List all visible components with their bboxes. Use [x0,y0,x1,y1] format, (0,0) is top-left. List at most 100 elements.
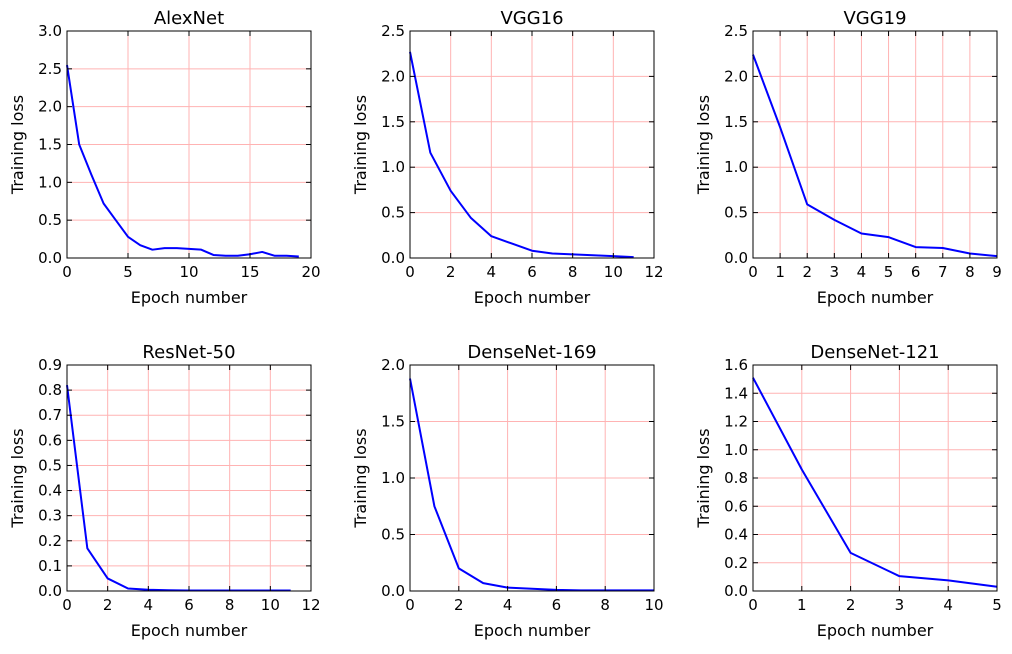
x-tick-label: 12 [644,263,663,281]
y-tick-label: 0.4 [38,482,62,500]
x-tick-label: 2 [802,263,812,281]
y-tick-label: 0.3 [38,507,62,525]
y-tick-label: 2.5 [381,22,405,40]
x-tick-label: 0 [62,263,72,281]
x-tick-label: 8 [965,263,975,281]
y-tick-label: 0.5 [381,526,405,544]
y-tick-label: 2.5 [38,60,62,78]
x-tick-label: 4 [503,596,513,614]
y-tick-label: 0.7 [38,406,62,424]
x-tick-label: 3 [895,596,905,614]
y-tick-label: 0.5 [38,211,62,229]
x-tick-label: 15 [240,263,259,281]
y-tick-label: 1.4 [724,384,748,402]
y-tick-label: 1.0 [724,158,748,176]
y-tick-label: 1.6 [724,356,748,374]
y-tick-label: 0.0 [724,582,748,600]
x-tick-label: 0 [748,263,758,281]
y-tick-label: 0.2 [38,532,62,550]
y-tick-label: 0.4 [724,526,748,544]
y-tick-label: 0.6 [724,497,748,515]
y-tick-label: 0.5 [38,456,62,474]
x-tick-label: 6 [911,263,921,281]
x-tick-label: 8 [568,263,578,281]
x-tick-label: 1 [775,263,785,281]
subplot-1: 0 5 10 15 20 0.0 0.5 1.0 1.5 2.0 2.5 3.0 AlexNet Epoc… [8,8,321,307]
series-line [409,378,654,592]
y-tick-label: 0.5 [724,204,748,222]
x-tick-label: 10 [644,596,663,614]
x-axis-label: Epoch number [131,621,248,640]
x-axis-label: Epoch number [817,621,934,640]
x-axis-label: Epoch number [131,288,248,307]
y-axis-label: Training loss [8,428,27,528]
y-tick-label: 0.8 [38,381,62,399]
x-tick-label: 4 [943,596,953,614]
x-axis-label: Epoch number [474,288,591,307]
x-tick-label: 10 [261,596,280,614]
x-tick-label: 0 [405,596,415,614]
x-tick-label: 0 [748,596,758,614]
y-tick-label: 0.0 [381,249,405,267]
y-tick-label: 0.0 [38,582,62,600]
subplot-6: 0 1 2 3 4 5 0.0 0.2 0.4 0.6 0.8 1.0 1.2 1.4 1.6 DenseNe… [694,342,1002,640]
y-axis-label: Training loss [8,95,27,195]
y-tick-label: 0.9 [38,356,62,374]
x-tick-label: 0 [405,263,415,281]
y-tick-label: 2.0 [38,98,62,116]
x-tick-label: 5 [992,596,1002,614]
x-tick-label: 8 [600,596,610,614]
x-tick-label: 4 [857,263,867,281]
x-tick-label: 6 [184,596,194,614]
y-tick-label: 2.0 [724,67,748,85]
axes-frame [752,30,998,259]
y-tick-label: 2.0 [381,67,405,85]
series-line [752,54,998,258]
y-axis-label: Training loss [351,428,370,528]
series-line [66,64,299,258]
y-tick-label: 0.0 [381,582,405,600]
x-tick-label: 10 [179,263,198,281]
y-tick-label: 0.2 [724,554,748,572]
x-tick-label: 8 [225,596,235,614]
x-tick-label: 3 [830,263,840,281]
subplot-title: DenseNet-121 [810,342,939,363]
y-tick-label: 1.0 [381,469,405,487]
y-tick-label: 2.0 [381,356,405,374]
x-tick-label: 2 [846,596,856,614]
y-tick-label: 0.6 [38,431,62,449]
y-tick-label: 3.0 [38,22,62,40]
y-tick-label: 0.0 [38,249,62,267]
y-axis-label: Training loss [351,95,370,195]
subplot-title: VGG19 [843,8,906,29]
x-axis-label: Epoch number [817,288,934,307]
y-tick-label: 0.8 [724,469,748,487]
y-tick-label: 1.5 [38,136,62,154]
x-tick-label: 0 [62,596,72,614]
x-axis-label: Epoch number [474,621,591,640]
y-tick-label: 1.0 [381,158,405,176]
x-tick-label: 5 [123,263,133,281]
y-tick-label: 0.1 [38,557,62,575]
y-tick-label: 0.0 [724,249,748,267]
y-tick-label: 1.5 [381,113,405,131]
x-tick-label: 4 [487,263,497,281]
x-tick-label: 6 [527,263,537,281]
x-tick-label: 5 [884,263,894,281]
y-tick-label: 1.0 [38,173,62,191]
y-tick-label: 1.0 [724,441,748,459]
y-tick-label: 1.2 [724,413,748,431]
y-axis-label: Training loss [694,428,713,528]
x-tick-label: 1 [797,596,807,614]
x-tick-label: 20 [301,263,320,281]
y-tick-label: 0.5 [381,204,405,222]
series-line [752,377,998,588]
x-tick-label: 12 [301,596,320,614]
subplot-title: ResNet-50 [142,342,235,363]
y-tick-label: 2.5 [724,22,748,40]
x-tick-label: 2 [454,596,464,614]
x-tick-label: 9 [992,263,1002,281]
subplot-title: DenseNet-169 [467,342,596,363]
